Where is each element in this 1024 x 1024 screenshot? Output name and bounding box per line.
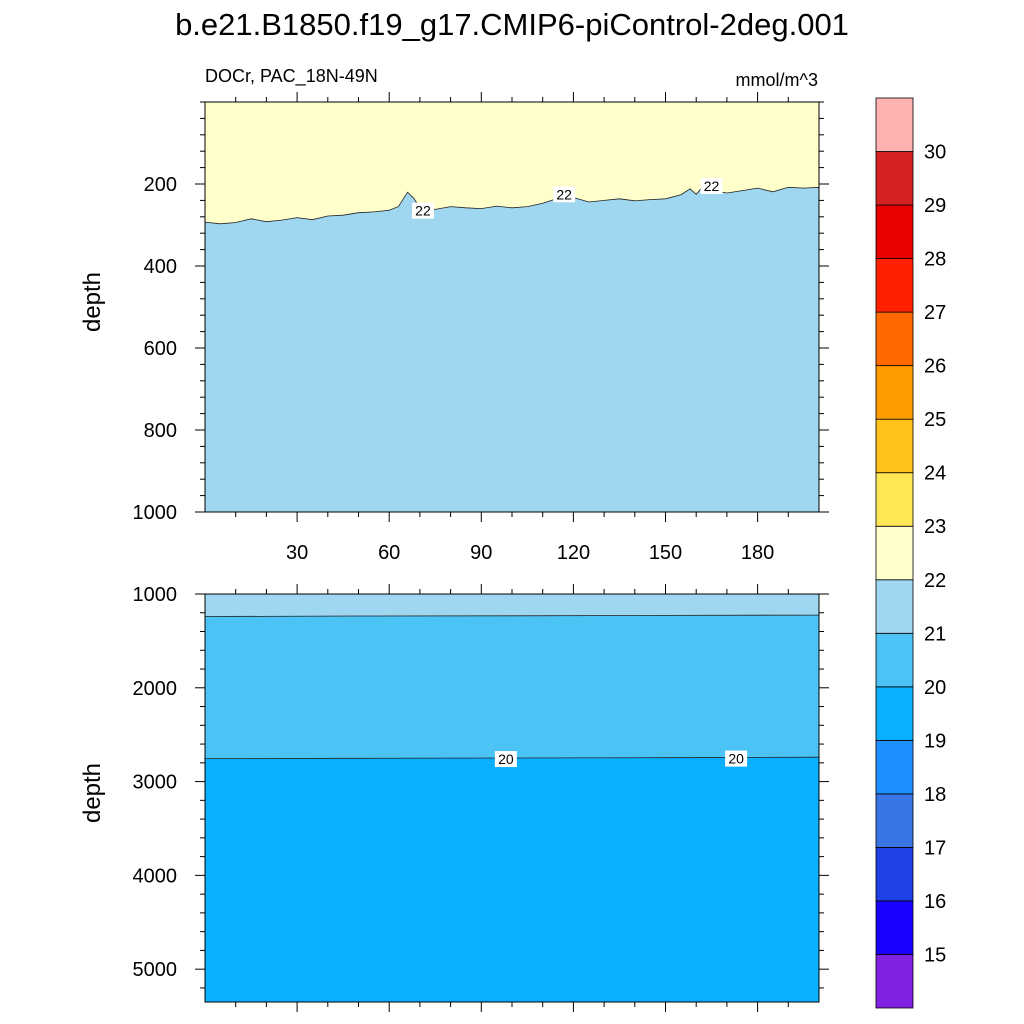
colorbar-label: 25 bbox=[924, 409, 946, 431]
contour-label-20-1: 20 bbox=[725, 750, 748, 767]
colorbar-swatch bbox=[875, 686, 914, 741]
colorbar-swatch bbox=[875, 365, 914, 420]
contour-label-text: 22 bbox=[415, 203, 431, 219]
colorbar-label: 16 bbox=[924, 891, 946, 913]
units-label: mmol/m^3 bbox=[736, 70, 818, 90]
contour-label-text: 20 bbox=[728, 751, 744, 767]
colorbar-label: 30 bbox=[924, 142, 946, 164]
y-axis-title: depth bbox=[79, 272, 106, 332]
contour-fill-21 bbox=[205, 594, 819, 617]
colorbar-swatch bbox=[875, 311, 914, 367]
contour-fill-20 bbox=[205, 594, 819, 759]
y-tick-label: 400 bbox=[144, 256, 177, 278]
contour-label-22-2: 22 bbox=[700, 178, 723, 195]
contour-line-21 bbox=[204, 614, 820, 617]
contour-label-text: 22 bbox=[556, 186, 572, 202]
y-tick-label: 600 bbox=[144, 338, 177, 360]
colorbar-swatch bbox=[875, 847, 914, 902]
colorbar-label: 21 bbox=[924, 623, 946, 645]
colorbar-label: 24 bbox=[924, 463, 946, 485]
y-tick-label: 2000 bbox=[133, 678, 178, 700]
contour-label-text: 20 bbox=[498, 751, 514, 767]
contour-label-22-1: 22 bbox=[553, 186, 576, 203]
x-tick-label: 90 bbox=[470, 542, 492, 564]
y-tick-label: 200 bbox=[144, 174, 177, 196]
colorbar-label: 19 bbox=[924, 730, 946, 752]
figure-title: b.e21.B1850.f19_g17.CMIP6-piControl-2deg… bbox=[175, 7, 849, 42]
y-tick-label: 800 bbox=[144, 420, 177, 442]
x-tick-label: 180 bbox=[741, 542, 774, 564]
colorbar-label: 26 bbox=[924, 356, 946, 378]
colorbar-label: 23 bbox=[924, 516, 946, 538]
lower-depth-panel: 20 20 1000 2000 3000 4000 5000 depth bbox=[79, 584, 829, 1012]
x-tick-label: 120 bbox=[557, 542, 590, 564]
y-tick-label: 4000 bbox=[133, 865, 178, 887]
contour-label-box bbox=[553, 186, 576, 203]
contour-label-22-0: 22 bbox=[411, 202, 434, 219]
colorbar-label: 28 bbox=[924, 249, 946, 271]
contour-label-box bbox=[725, 750, 748, 767]
contour-label-box bbox=[700, 178, 723, 195]
colorbar-label: 18 bbox=[924, 784, 946, 806]
colorbar-label: 17 bbox=[924, 837, 946, 859]
y-axis-title: depth bbox=[79, 763, 106, 823]
contour-label-box bbox=[411, 202, 434, 219]
colorbar-label: 22 bbox=[924, 570, 946, 592]
colorbar-swatch bbox=[875, 900, 914, 955]
colorbar-swatch bbox=[875, 793, 914, 848]
contour-label-text: 22 bbox=[704, 178, 720, 194]
x-tick-label: 150 bbox=[649, 542, 682, 564]
colorbar-swatch bbox=[875, 472, 914, 527]
upper-depth-panel: 22 22 22 30 60 90 120 150 180 200 400 600 800 1000 dep… bbox=[79, 92, 829, 564]
y-tick-label: 1000 bbox=[133, 584, 178, 606]
colorbar-swatch bbox=[875, 632, 914, 688]
colorbar-label: 27 bbox=[924, 302, 946, 324]
y-tick-label: 1000 bbox=[133, 502, 178, 524]
colorbar-label: 15 bbox=[924, 945, 946, 967]
colorbar-swatch bbox=[875, 204, 914, 259]
y-tick-label: 5000 bbox=[133, 959, 178, 981]
colorbar-swatch bbox=[875, 258, 914, 313]
colorbar-label: 20 bbox=[924, 677, 946, 699]
variable-region-label: DOCr, PAC_18N-49N bbox=[205, 66, 378, 87]
contour-label-20-0: 20 bbox=[494, 751, 517, 768]
x-tick-label: 60 bbox=[378, 542, 400, 564]
colorbar-swatch bbox=[875, 525, 914, 581]
contour-label-box bbox=[494, 751, 517, 768]
colorbar-swatch bbox=[875, 418, 914, 474]
contour-fill-22 bbox=[205, 102, 819, 224]
colorbar: 15 16 17 18 19 20 21 22 23 24 25 26 27 28 29 30 bbox=[875, 97, 946, 1009]
colorbar-swatch bbox=[875, 97, 914, 152]
colorbar-swatch bbox=[875, 579, 914, 634]
colorbar-swatch bbox=[875, 954, 914, 1009]
x-tick-label: 30 bbox=[286, 542, 308, 564]
colorbar-label: 29 bbox=[924, 195, 946, 217]
colorbar-swatch bbox=[875, 739, 914, 795]
y-tick-label: 3000 bbox=[133, 772, 178, 794]
colorbar-swatch bbox=[875, 151, 914, 206]
